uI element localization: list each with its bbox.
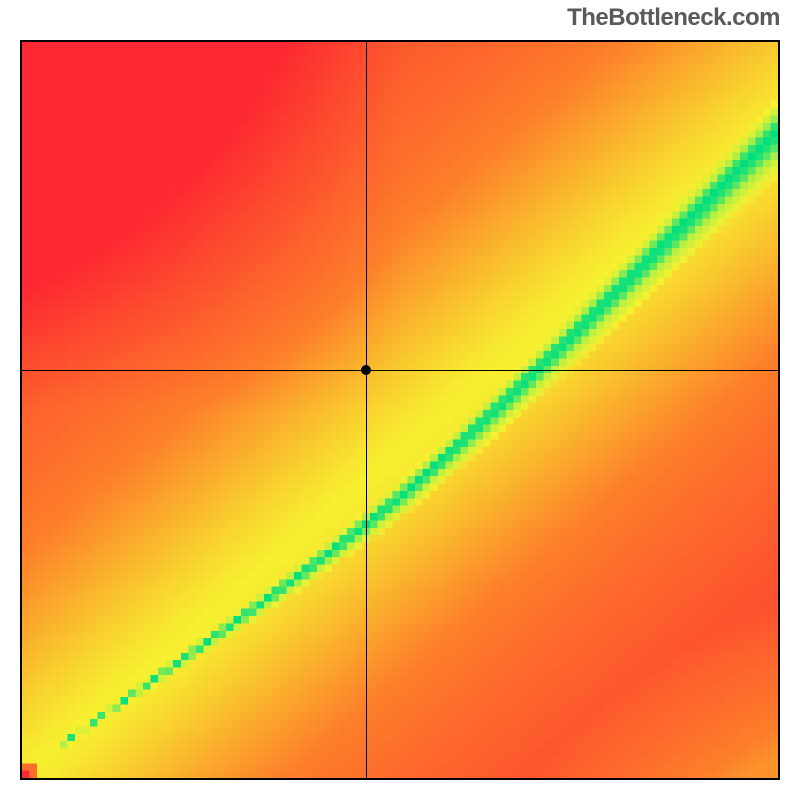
crosshair-dot <box>361 365 371 375</box>
crosshair-horizontal <box>22 370 778 371</box>
heatmap-canvas <box>22 42 778 778</box>
crosshair-vertical <box>366 42 367 778</box>
heatmap-plot <box>20 40 780 780</box>
chart-container: TheBottleneck.com <box>0 0 800 800</box>
watermark-text: TheBottleneck.com <box>567 4 780 32</box>
